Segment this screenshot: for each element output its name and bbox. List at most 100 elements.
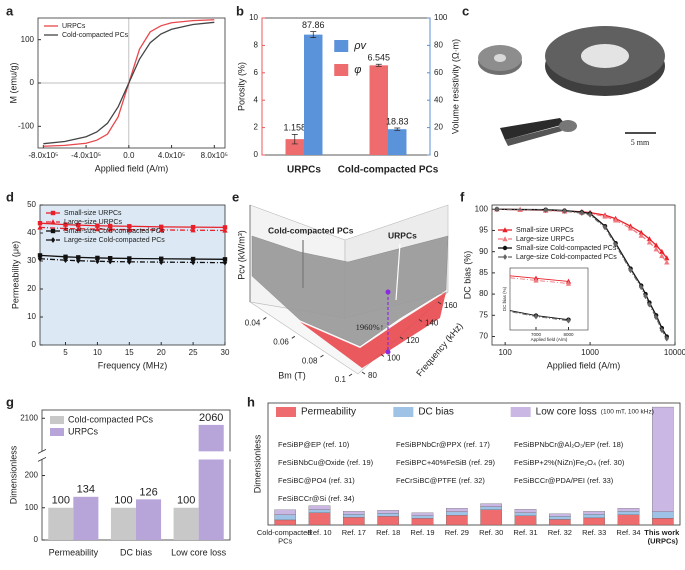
legend-label: Small-size Cold-compacted PCs [64, 228, 165, 235]
category-label: Ref. 17 [342, 528, 366, 537]
marker [646, 236, 653, 242]
marker [659, 248, 665, 254]
marker [664, 255, 670, 261]
legend-label: Small-size URPCs [516, 227, 574, 234]
held-ring [559, 120, 577, 132]
marker [627, 225, 634, 231]
legend-swatch [276, 407, 296, 417]
marker [502, 254, 508, 260]
marker [562, 208, 567, 214]
category-label: Cold-compacted PCs [257, 528, 314, 545]
error-bar [375, 63, 382, 67]
legend-label: DC bias [418, 407, 454, 418]
x-tick-label: 0.1 [335, 375, 347, 384]
marker [587, 211, 593, 218]
value-label: 87.86 [302, 20, 325, 30]
legend-label: Small-size Cold-compacted PCs [516, 245, 617, 252]
bar-segment [583, 517, 605, 526]
bar-segment [583, 514, 605, 519]
annotation: FeCrSiBC@PTFE (ref. 32) [396, 476, 485, 485]
bar-segment [377, 510, 399, 514]
y-tick [437, 301, 442, 305]
bar-segment [274, 509, 296, 515]
bar-segment [377, 516, 399, 526]
bar-segment [308, 505, 331, 510]
marker [158, 227, 164, 233]
value-label: 134 [77, 484, 95, 496]
marker [533, 313, 539, 320]
y-tick-label: -100 [18, 121, 35, 130]
category-label: Ref. 31 [513, 528, 537, 537]
plot-frame [267, 402, 681, 526]
marker [469, 301, 473, 307]
marker [76, 255, 81, 260]
category-label: Low core loss [171, 547, 227, 557]
bar-segment [308, 509, 331, 513]
marker [95, 223, 100, 228]
bar-segment [480, 506, 502, 510]
y-tick-label: 160 [444, 301, 458, 310]
category-label: Ref. 10 [307, 528, 331, 537]
marker [50, 228, 56, 234]
x-tick [348, 373, 353, 377]
bar-segment [549, 513, 571, 517]
scale-bar-label: 5 mm [631, 138, 650, 147]
marker [222, 259, 228, 266]
marker [659, 327, 665, 334]
x-axis-label: Frequency (MHz) [98, 360, 168, 370]
x-tick-label: 5 [63, 348, 68, 357]
marker [107, 223, 113, 229]
marker [566, 317, 571, 324]
y-tick-label: 20 [27, 284, 36, 293]
y-tick-label: 75 [479, 310, 488, 319]
annotation: URPCs [388, 230, 417, 240]
marker [579, 210, 585, 216]
marker [107, 258, 113, 265]
bar-segment [617, 514, 640, 526]
bar [369, 65, 388, 155]
y-axis-label: Dimensionless [8, 445, 18, 504]
legend-label: Large-size URPCs [64, 219, 122, 226]
x-tick-label: -4.0x10⁵ [71, 151, 101, 160]
series-line [496, 208, 668, 339]
large-ring-hole [581, 44, 629, 68]
y-tick-label: 85 [479, 268, 488, 277]
marker [659, 253, 665, 259]
bar-segment [583, 511, 605, 515]
y-tick-label: 140 [425, 319, 439, 328]
y-tick-label: 10 [249, 13, 258, 22]
y-tick [380, 354, 385, 357]
series-line [43, 21, 215, 145]
legend-label: Cold-compacted PCs [68, 414, 154, 424]
x-tick-label: 4.0x10⁵ [158, 151, 185, 160]
y-tick-label: 2100 [20, 413, 38, 422]
y-tick-label: 0 [254, 150, 259, 159]
y-tick-label: 90 [479, 247, 488, 256]
bar-segment [308, 512, 331, 526]
bar-segment [446, 508, 468, 512]
y-tick-label: 80 [479, 289, 488, 298]
y-tick-label: 200 [25, 471, 39, 480]
value-label: 1.158 [283, 123, 306, 133]
annotation: FeSiBC@PO4 (ref. 31) [278, 476, 355, 485]
category-label: Ref. 34 [616, 528, 640, 537]
bar-segment [274, 519, 296, 526]
marker [646, 239, 653, 245]
category-label: Ref. 18 [376, 528, 400, 537]
annotation: FeSiBPNbCr@Al₂O₃/EP (ref. 18) [514, 440, 624, 449]
y-tick-label: 70 [479, 332, 488, 341]
y-tick-label: 0 [434, 150, 439, 159]
bar-segment [274, 514, 296, 521]
x-tick-label: 100 [498, 348, 512, 357]
y-tick-label: 120 [406, 336, 420, 345]
legend-swatch [50, 428, 64, 436]
marker [639, 284, 644, 291]
y-tick-label: 100 [387, 354, 401, 363]
panel-label: g [6, 394, 14, 409]
legend-label: URPCs [62, 23, 86, 30]
legend-label: Large-size Cold-compacted PCs [516, 254, 617, 261]
category-label: Ref. 33 [582, 528, 606, 537]
marker [638, 229, 644, 235]
bar [285, 139, 304, 155]
bar-segment [514, 512, 537, 516]
